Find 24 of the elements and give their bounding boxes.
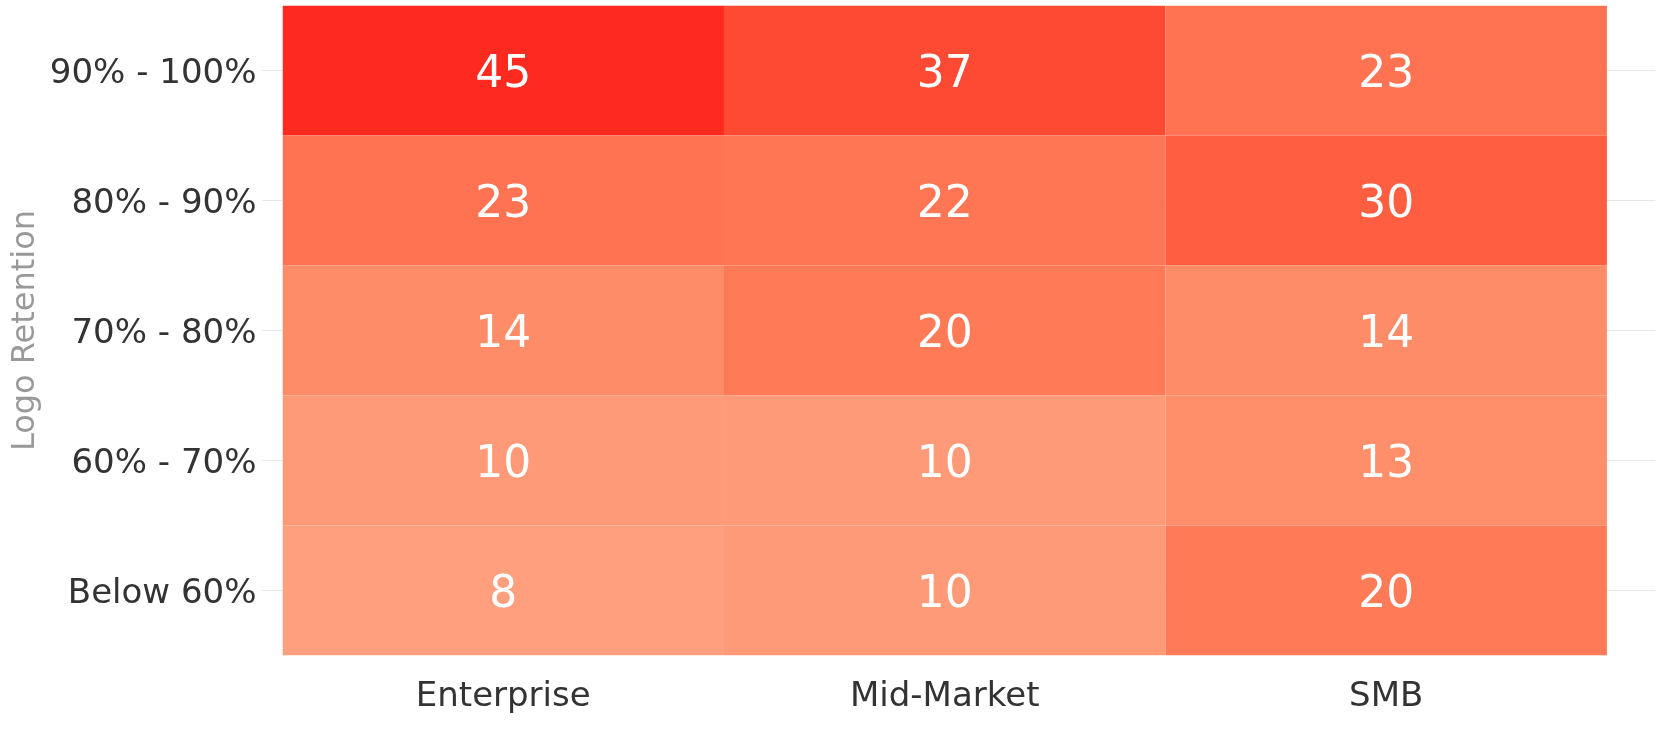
x-tick-label: SMB: [1349, 673, 1424, 714]
data-label: 23: [1358, 46, 1415, 97]
data-label: 37: [916, 46, 973, 97]
y-tick-label: Below 60%: [67, 570, 257, 611]
y-tick-label: 90% - 100%: [49, 50, 257, 91]
data-label: 20: [916, 306, 973, 357]
data-label: 23: [475, 176, 532, 227]
data-label: 22: [916, 176, 973, 227]
data-label: 10: [916, 436, 973, 487]
data-label: 45: [475, 46, 532, 97]
data-label: 30: [1358, 176, 1415, 227]
y-tick-label: 80% - 90%: [71, 180, 257, 221]
y-axis-title: Logo Retention: [3, 209, 42, 452]
data-label: 14: [1358, 306, 1415, 357]
x-tick-label: Enterprise: [415, 673, 591, 714]
data-label: 10: [475, 436, 532, 487]
data-label: 13: [1358, 436, 1415, 487]
x-tick-label: Mid-Market: [849, 673, 1040, 714]
y-tick-label: 60% - 70%: [71, 440, 257, 481]
data-label: 10: [916, 566, 973, 617]
y-tick-label: 70% - 80%: [71, 310, 257, 351]
data-label: 8: [489, 566, 518, 617]
data-label: 14: [475, 306, 532, 357]
data-label: 20: [1358, 566, 1415, 617]
